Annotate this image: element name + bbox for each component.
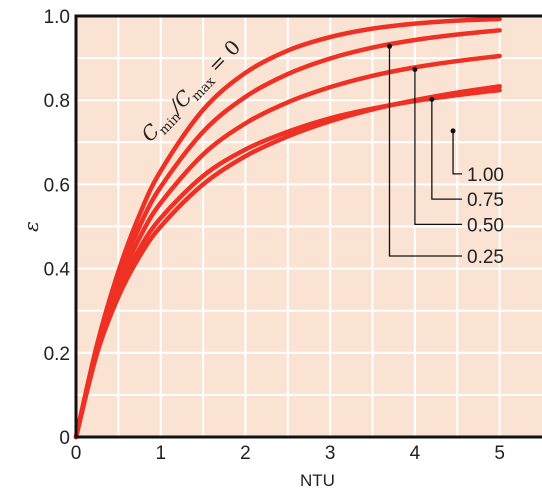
x-tick-labels: 0 1 2 3 4 5	[71, 443, 505, 464]
x-tick-label: 2	[240, 443, 251, 464]
x-tick-label: 5	[494, 443, 505, 464]
x-tick-label: 4	[410, 443, 421, 464]
y-tick-labels: 0 0.2 0.4 0.6 0.8 1.0	[44, 7, 71, 449]
plot-frame	[74, 14, 542, 439]
y-tick-label: 1.0	[44, 7, 70, 28]
y-tick-label: 0	[59, 428, 70, 449]
y-tick-label: 0.4	[44, 260, 71, 281]
capacity-ratio-label: 0.25	[467, 247, 504, 268]
capacity-ratio-label: 0.50	[467, 215, 504, 236]
leader-line	[452, 130, 462, 175]
leader-lines: 1.00 0.75 0.50 0.25	[386, 43, 504, 268]
leader-line	[431, 99, 462, 200]
y-tick-label: 0.6	[44, 175, 70, 196]
y-axis-label: ε	[19, 221, 43, 232]
x-tick-label: 3	[325, 443, 336, 464]
y-tick-label: 0.2	[44, 344, 70, 365]
x-tick-label: 1	[155, 443, 166, 464]
leader-line	[388, 46, 462, 257]
x-axis-label: NTU	[300, 471, 335, 490]
x-tick-label: 0	[71, 443, 82, 464]
leader-line	[414, 69, 462, 226]
y-tick-label: 0.8	[44, 91, 70, 112]
capacity-ratio-label: 0.75	[467, 190, 504, 211]
capacity-ratio-label: 1.00	[467, 165, 504, 186]
